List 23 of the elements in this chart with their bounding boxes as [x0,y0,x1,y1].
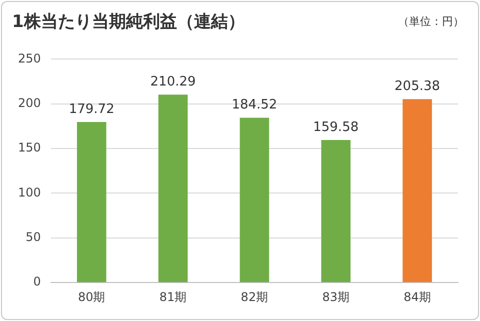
y-tick-label: 0 [33,274,41,289]
bar [158,94,188,282]
y-tick-label: 150 [18,140,41,155]
bar [76,122,106,282]
bar [402,99,432,282]
x-tick-label: 81期 [159,290,187,304]
data-label: 205.38 [394,78,440,94]
y-tick-label: 50 [26,230,41,244]
y-tick-label: 250 [18,51,41,66]
bar [240,118,270,282]
bar [321,140,351,282]
x-tick-label: 83期 [322,290,350,304]
data-label: 179.72 [68,102,114,117]
y-tick-label: 100 [18,185,41,200]
data-label: 159.58 [313,120,359,135]
x-tick-label: 80期 [78,290,106,304]
y-tick-label: 200 [18,96,41,110]
text: （単位：円） [398,14,464,29]
data-label: 210.29 [150,74,196,90]
x-tick-label: 82期 [240,290,268,304]
chart-title: 1株当たり当期純利益（連結） [12,11,245,33]
x-tick-label: 84期 [404,290,431,304]
data-label: 184.52 [232,98,278,113]
